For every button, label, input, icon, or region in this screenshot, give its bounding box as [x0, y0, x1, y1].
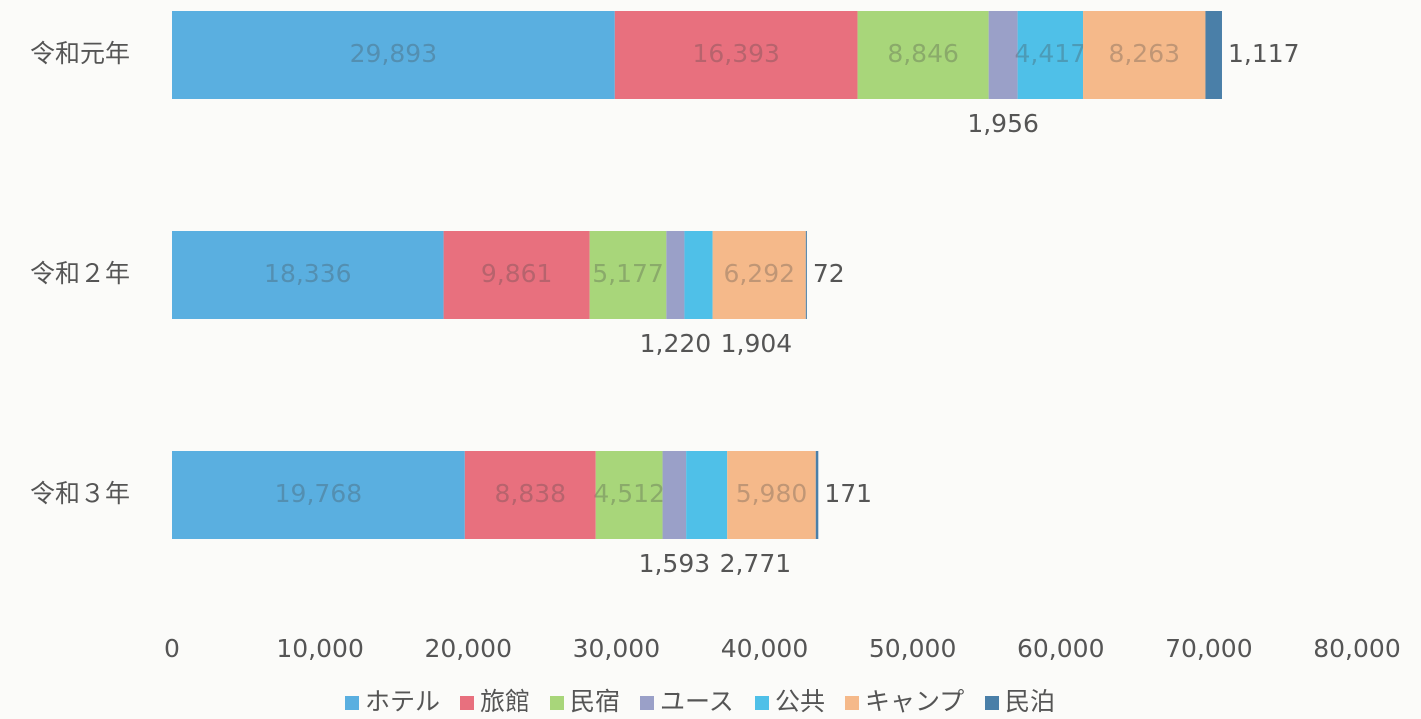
value-label: 5,980 [736, 479, 808, 508]
legend-swatch [755, 696, 769, 710]
legend-swatch [345, 696, 359, 710]
legend-swatch [550, 696, 564, 710]
value-label: 2,771 [720, 549, 792, 578]
x-tick-label: 60,000 [1017, 634, 1104, 663]
value-label: 8,846 [887, 39, 959, 68]
bar-segment [815, 451, 819, 539]
value-label: 1,904 [721, 329, 793, 358]
legend-label: 旅館 [480, 687, 530, 716]
bar-segment [464, 451, 596, 539]
value-label: 6,292 [723, 259, 795, 288]
x-tick-label: 30,000 [573, 634, 660, 663]
value-label: 9,861 [481, 259, 553, 288]
bar-segment [443, 231, 590, 319]
legend-swatch [640, 696, 654, 710]
bar-segment [614, 11, 858, 99]
bar-segment [1205, 11, 1222, 99]
bar-segment [857, 11, 989, 99]
value-label: 72 [813, 259, 845, 288]
bar-segment [666, 231, 685, 319]
bar-segment [805, 231, 807, 319]
value-label: 1,220 [640, 329, 712, 358]
bar-segment [712, 231, 806, 319]
value-label: 16,393 [692, 39, 779, 68]
legend-swatch [460, 696, 474, 710]
legend-swatch [845, 696, 859, 710]
value-label: 19,768 [275, 479, 362, 508]
value-label: 1,117 [1228, 39, 1300, 68]
bar-segment [684, 231, 713, 319]
value-label: 8,263 [1108, 39, 1180, 68]
x-tick-label: 10,000 [276, 634, 363, 663]
value-label: 29,893 [350, 39, 437, 68]
value-label: 4,417 [1015, 39, 1087, 68]
value-label: 1,956 [967, 109, 1039, 138]
bar-segment [172, 451, 465, 539]
value-label: 18,336 [264, 259, 351, 288]
x-tick-label: 0 [164, 634, 180, 663]
legend-label: 公共 [775, 687, 825, 716]
legend-label: ホテル [365, 687, 440, 716]
legend-label: 民泊 [1005, 687, 1055, 716]
x-tick-label: 20,000 [425, 634, 512, 663]
value-label: 1,593 [639, 549, 711, 578]
bar-segment [595, 451, 663, 539]
bar-segment [172, 231, 444, 319]
bar-segment [172, 11, 615, 99]
category-label: 令和元年 [30, 39, 130, 68]
x-tick-label: 40,000 [721, 634, 808, 663]
legend-label: ユース [660, 687, 734, 716]
bar-segment [1083, 11, 1206, 99]
x-tick-label: 50,000 [869, 634, 956, 663]
x-tick-label: 70,000 [1165, 634, 1252, 663]
bar-segment [662, 451, 687, 539]
category-label: 令和３年 [30, 479, 130, 508]
bar-segment [1017, 11, 1084, 99]
value-label: 5,177 [592, 259, 664, 288]
legend-label: キャンプ [865, 687, 964, 716]
value-label: 8,838 [494, 479, 566, 508]
bar-segment [988, 11, 1018, 99]
value-label: 171 [824, 479, 872, 508]
value-label: 4,512 [593, 479, 665, 508]
legend-swatch [985, 696, 999, 710]
bar-segment [589, 231, 667, 319]
bar-segment [686, 451, 728, 539]
x-tick-label: 80,000 [1313, 634, 1400, 663]
legend-label: 民宿 [570, 687, 620, 716]
bar-segment [727, 451, 816, 539]
category-label: 令和２年 [30, 259, 130, 288]
